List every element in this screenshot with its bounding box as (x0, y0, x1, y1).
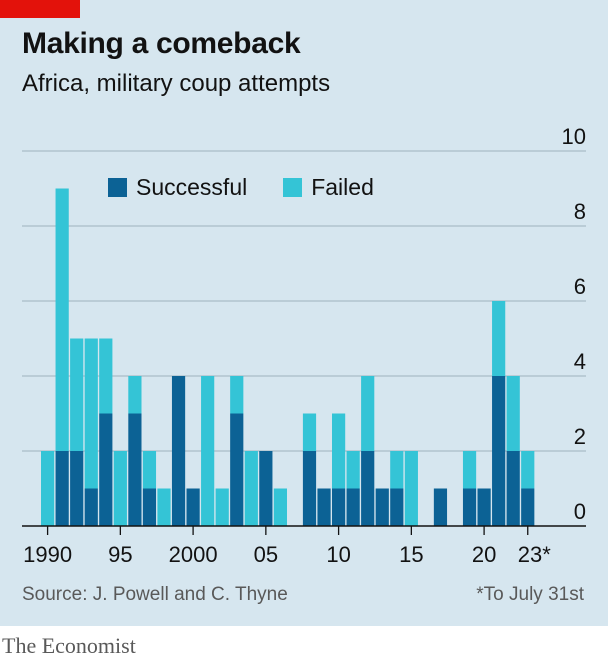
bar-failed-2010 (332, 413, 346, 489)
bar-successful-1996 (128, 413, 142, 526)
legend-label-failed: Failed (311, 174, 374, 200)
bar-successful-1997 (142, 488, 157, 526)
y-tick-label: 2 (574, 424, 586, 449)
bar-successful-2013 (375, 488, 389, 526)
bar-successful-1999 (171, 376, 186, 526)
bar-successful-2014 (390, 488, 404, 526)
bars (41, 188, 535, 526)
legend-swatch-successful (108, 178, 127, 197)
bar-failed-1996 (128, 376, 142, 414)
bar-successful-1992 (70, 451, 84, 526)
y-tick-label: 0 (574, 499, 586, 524)
bar-failed-2014 (390, 451, 404, 489)
bar-successful-2011 (346, 488, 360, 526)
x-tick-label-2000: 2000 (169, 542, 218, 567)
bar-failed-2021 (492, 301, 506, 376)
x-tick-label-1990: 1990 (23, 542, 72, 567)
bar-failed-2001 (201, 376, 215, 526)
y-tick-label: 8 (574, 199, 586, 224)
bar-successful-2017 (433, 488, 448, 526)
bar-failed-2004 (244, 451, 258, 526)
x-tick-label-2020: 20 (472, 542, 496, 567)
legend: Successful Failed (108, 174, 410, 201)
legend-label-successful: Successful (136, 174, 248, 200)
bar-successful-2005 (259, 451, 273, 526)
bar-failed-1995 (113, 451, 127, 526)
source-note: Source: J. Powell and C. Thyne (22, 584, 288, 605)
bar-successful-2022 (506, 451, 520, 526)
bar-successful-2012 (361, 451, 375, 526)
legend-swatch-failed (283, 178, 303, 197)
chart-subtitle: Africa, military coup attempts (22, 70, 331, 97)
bar-successful-2019 (462, 488, 477, 526)
bar-failed-1990 (41, 451, 55, 526)
x-tick-label-2005: 05 (254, 542, 278, 567)
bar-successful-1993 (84, 488, 98, 526)
bar-successful-2008 (302, 451, 317, 526)
axes: 0 2 4 6 8 10 1990 95 2000 05 10 15 20 23* (22, 124, 586, 567)
legend-item-successful: Successful (108, 174, 247, 201)
bar-successful-2010 (332, 488, 346, 526)
x-tick-label-2023: 23* (518, 542, 551, 567)
bar-failed-2002 (215, 488, 229, 526)
brand-wordmark: The Economist (2, 633, 136, 658)
bar-failed-2008 (302, 413, 317, 451)
bar-failed-1992 (70, 338, 84, 451)
bar-failed-1994 (99, 338, 113, 414)
x-tick-label-1995: 95 (108, 542, 132, 567)
bar-chart: 0 2 4 6 8 10 1990 95 2000 05 10 15 20 23* (22, 124, 586, 567)
y-tick-label: 10 (562, 124, 586, 149)
bar-failed-1993 (84, 338, 98, 489)
bar-failed-2011 (346, 451, 360, 489)
y-tick-label: 4 (574, 349, 586, 374)
y-tick-label: 6 (574, 274, 586, 299)
bar-successful-2021 (492, 376, 506, 526)
x-tick-label-2015: 15 (399, 542, 423, 567)
red-tag-logo (0, 0, 80, 18)
bar-successful-2020 (477, 488, 491, 526)
bar-failed-2003 (230, 376, 244, 414)
bar-successful-1994 (99, 413, 113, 526)
bar-failed-2023 (521, 451, 535, 489)
bar-successful-2023 (521, 488, 535, 526)
bar-failed-2006 (273, 488, 287, 526)
bar-failed-1997 (142, 451, 157, 489)
chart-title: Making a comeback (22, 27, 301, 60)
bar-successful-2003 (230, 413, 244, 526)
bar-successful-1991 (55, 451, 69, 526)
bar-failed-2015 (404, 451, 418, 526)
footnote: *To July 31st (476, 584, 584, 605)
x-tick-label-2010: 10 (326, 542, 350, 567)
bar-failed-1998 (157, 488, 171, 526)
bar-failed-1991 (55, 188, 69, 451)
bar-failed-2022 (506, 376, 520, 451)
bar-failed-2019 (462, 451, 477, 489)
legend-item-failed: Failed (283, 174, 374, 201)
bar-failed-2012 (361, 376, 375, 451)
bar-successful-2000 (186, 488, 200, 526)
bar-successful-2009 (317, 488, 331, 526)
